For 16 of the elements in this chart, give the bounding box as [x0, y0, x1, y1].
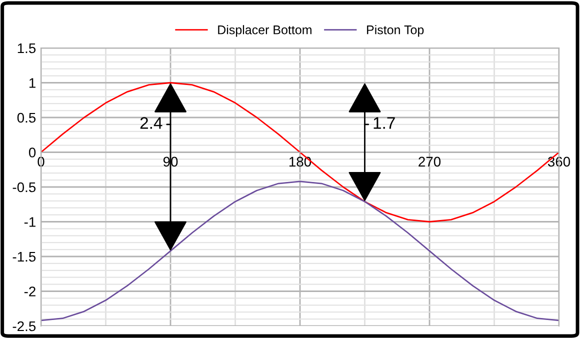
- y-tick-label: 0.5: [17, 112, 36, 123]
- y-tick-label: 1: [29, 78, 36, 88]
- legend-label: Piston Top: [367, 25, 424, 37]
- y-tick-label: -1: [24, 217, 36, 227]
- legend-label: Displacer Bottom: [218, 25, 312, 37]
- y-tick-label: 1.5: [18, 43, 36, 54]
- y-tick-label: -2.5: [12, 321, 36, 332]
- y-tick-label: -1.5: [12, 252, 36, 262]
- x-tick-label: 270: [418, 156, 441, 167]
- annotation: 2.4: [140, 117, 162, 129]
- annotation: 1.7: [374, 117, 395, 129]
- y-tick-label: 0: [28, 148, 36, 158]
- y-tick-label: -0.5: [12, 182, 36, 192]
- x-tick-label: 180: [289, 156, 312, 167]
- y-tick-label: -2: [24, 286, 36, 296]
- x-tick-label: 360: [548, 156, 570, 167]
